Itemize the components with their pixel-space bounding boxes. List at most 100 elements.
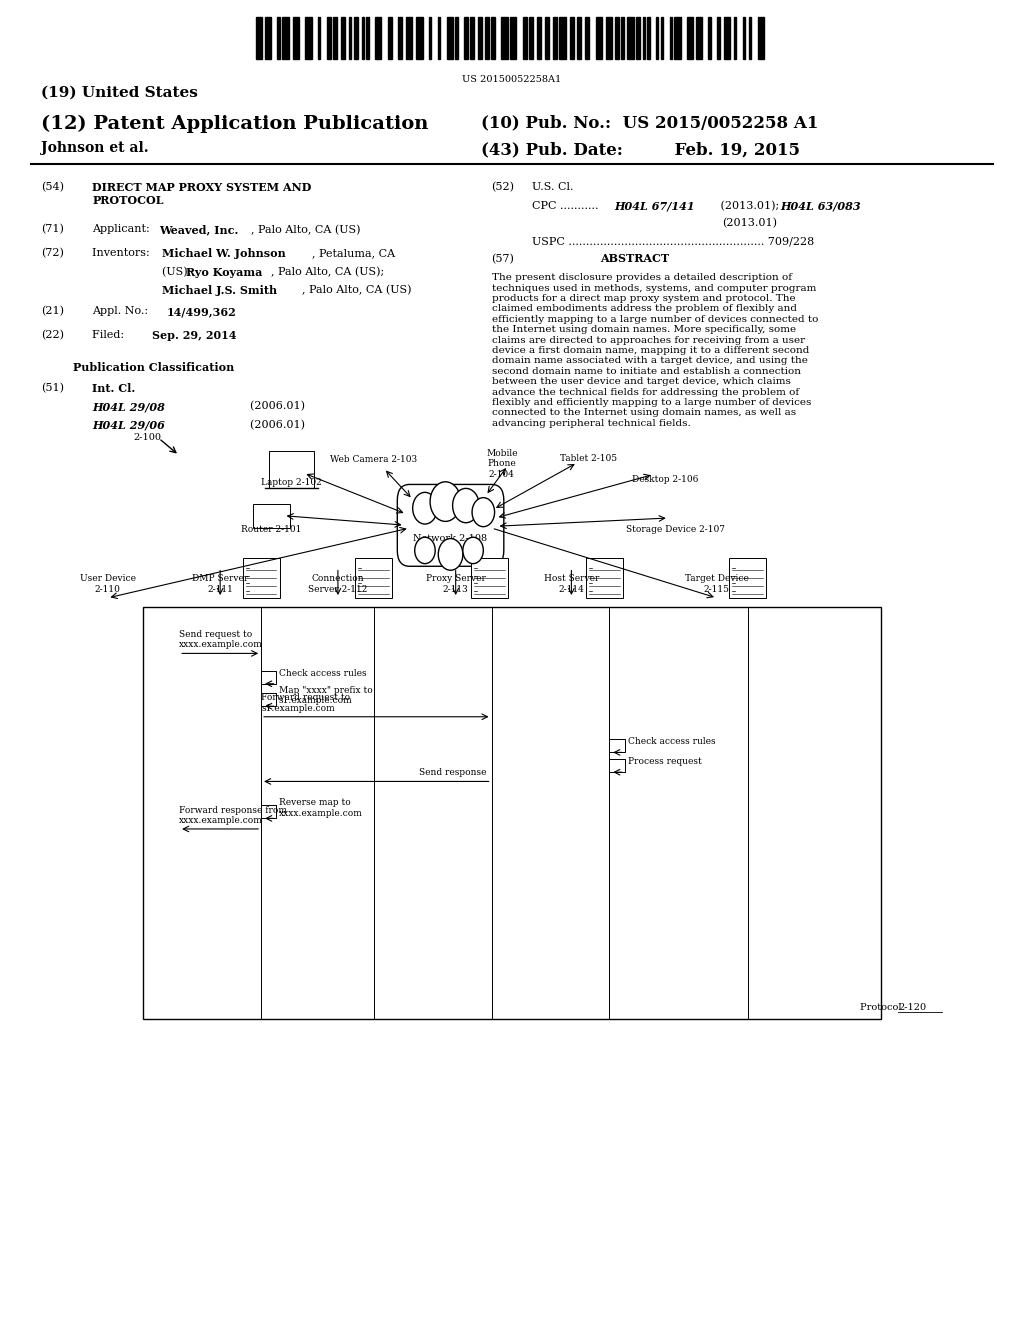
- Text: Send response: Send response: [419, 768, 486, 777]
- Text: Check access rules: Check access rules: [628, 738, 716, 746]
- Text: H04L 63/083: H04L 63/083: [780, 201, 861, 211]
- Bar: [398, 17, 402, 59]
- Text: (43) Pub. Date:         Feb. 19, 2015: (43) Pub. Date: Feb. 19, 2015: [481, 141, 801, 158]
- Bar: [446, 17, 453, 59]
- FancyBboxPatch shape: [397, 484, 504, 566]
- Bar: [695, 17, 702, 59]
- Text: Weaved, Inc.: Weaved, Inc.: [159, 224, 239, 235]
- Text: (12) Patent Application Publication: (12) Patent Application Publication: [41, 115, 428, 133]
- Bar: [749, 17, 752, 59]
- Bar: [253, 504, 290, 528]
- Bar: [596, 17, 602, 59]
- Text: H04L 67/141: H04L 67/141: [614, 201, 695, 211]
- Bar: [429, 17, 431, 59]
- Circle shape: [463, 537, 483, 564]
- Text: Forward request to
s1.example.com: Forward request to s1.example.com: [261, 693, 350, 713]
- Circle shape: [413, 492, 437, 524]
- Bar: [709, 17, 711, 59]
- Text: (2006.01): (2006.01): [215, 420, 305, 430]
- Text: Process request: Process request: [628, 758, 701, 766]
- Bar: [438, 17, 440, 59]
- Text: H04L 29/06: H04L 29/06: [92, 420, 165, 430]
- Text: Appl. No.:: Appl. No.:: [92, 306, 156, 317]
- Bar: [464, 17, 468, 59]
- Bar: [636, 17, 640, 59]
- Bar: [758, 17, 764, 59]
- Bar: [724, 17, 730, 59]
- Bar: [660, 17, 664, 59]
- Bar: [283, 17, 289, 59]
- Text: , Palo Alto, CA (US): , Palo Alto, CA (US): [302, 285, 412, 296]
- Bar: [361, 17, 364, 59]
- Text: Map "xxxx" prefix to
s1.example.com: Map "xxxx" prefix to s1.example.com: [279, 686, 373, 705]
- Text: Web Camera 2-103: Web Camera 2-103: [330, 455, 418, 465]
- Bar: [256, 17, 262, 59]
- Text: ABSTRACT: ABSTRACT: [600, 253, 670, 264]
- Text: Inventors:: Inventors:: [92, 248, 157, 259]
- Text: Filed:: Filed:: [92, 330, 145, 341]
- Bar: [417, 17, 423, 59]
- Bar: [333, 17, 337, 59]
- Text: Ryo Koyama: Ryo Koyama: [186, 267, 263, 277]
- Circle shape: [430, 482, 461, 521]
- Bar: [470, 17, 474, 59]
- Bar: [656, 17, 658, 59]
- Text: Int. Cl.: Int. Cl.: [92, 383, 135, 393]
- Text: Network 2-108: Network 2-108: [414, 535, 487, 543]
- Bar: [643, 17, 645, 59]
- Text: CPC ...........: CPC ...........: [532, 201, 606, 211]
- Text: Router 2-101: Router 2-101: [242, 525, 301, 535]
- Text: Check access rules: Check access rules: [279, 669, 367, 677]
- Text: (2013.01): (2013.01): [722, 218, 777, 228]
- Text: Sep. 29, 2014: Sep. 29, 2014: [152, 330, 237, 341]
- Bar: [537, 17, 541, 59]
- Bar: [375, 17, 381, 59]
- Text: USPC ........................................................ 709/228: USPC ...................................…: [532, 236, 815, 247]
- Text: H04L 29/08: H04L 29/08: [92, 401, 165, 412]
- Text: U.S. Cl.: U.S. Cl.: [532, 182, 574, 193]
- Text: The present disclosure provides a detailed description of
techniques used in met: The present disclosure provides a detail…: [492, 273, 818, 428]
- Bar: [341, 17, 345, 59]
- Bar: [293, 17, 299, 59]
- Text: Target Device
2-115: Target Device 2-115: [685, 574, 749, 594]
- Bar: [490, 17, 495, 59]
- Text: DMP Server
2-111: DMP Server 2-111: [193, 574, 248, 594]
- Text: Host Server
2-114: Host Server 2-114: [544, 574, 599, 594]
- Text: Forward response from
xxxx.example.com: Forward response from xxxx.example.com: [179, 805, 287, 825]
- Bar: [670, 17, 672, 59]
- Bar: [522, 17, 526, 59]
- Bar: [327, 17, 331, 59]
- Text: Reverse map to
xxxx.example.com: Reverse map to xxxx.example.com: [279, 799, 362, 817]
- Text: Desktop 2-106: Desktop 2-106: [633, 475, 698, 484]
- Bar: [243, 558, 280, 598]
- Text: Michael J.S. Smith: Michael J.S. Smith: [162, 285, 276, 296]
- Bar: [614, 17, 618, 59]
- Text: (2013.01);: (2013.01);: [717, 201, 782, 211]
- Text: (54): (54): [41, 182, 63, 193]
- Bar: [742, 17, 745, 59]
- Text: (21): (21): [41, 306, 63, 317]
- Bar: [349, 17, 351, 59]
- Text: Laptop 2-102: Laptop 2-102: [261, 478, 323, 487]
- Bar: [278, 17, 280, 59]
- Bar: [471, 558, 508, 598]
- Bar: [606, 17, 612, 59]
- Bar: [353, 17, 357, 59]
- Text: Michael W. Johnson: Michael W. Johnson: [162, 248, 286, 259]
- Bar: [729, 558, 766, 598]
- Text: Publication Classification: Publication Classification: [73, 362, 234, 372]
- Bar: [559, 17, 565, 59]
- Bar: [143, 607, 881, 1019]
- Bar: [529, 17, 534, 59]
- Bar: [569, 17, 573, 59]
- Bar: [622, 17, 624, 59]
- Circle shape: [472, 498, 495, 527]
- Text: (57): (57): [492, 253, 514, 264]
- Bar: [717, 17, 720, 59]
- Text: , Palo Alto, CA (US);: , Palo Alto, CA (US);: [271, 267, 385, 277]
- Text: (71): (71): [41, 224, 63, 235]
- Bar: [586, 558, 623, 598]
- Bar: [553, 17, 557, 59]
- Text: Protocol: Protocol: [860, 1003, 905, 1012]
- Bar: [647, 17, 649, 59]
